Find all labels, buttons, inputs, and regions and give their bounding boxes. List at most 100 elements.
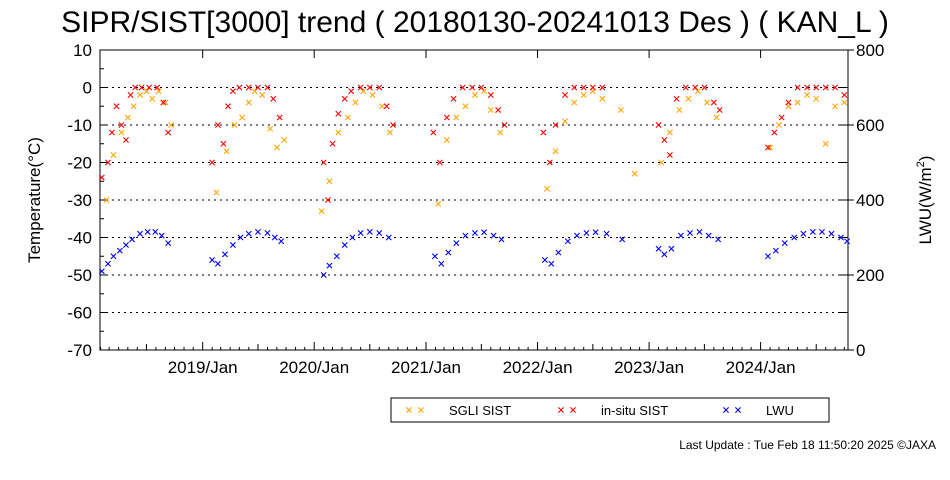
in-situ-sist-point [589,84,596,91]
lwu-point [668,245,675,252]
in-situ-sist-point [264,84,271,91]
lwu-point [603,230,610,237]
in-situ-sist-point [132,84,139,91]
legend-marker [418,407,424,413]
sgli-sist-point [666,129,673,136]
sgli-sist-point [617,107,624,113]
in-situ-sist-point [673,95,680,102]
lwu-point [490,232,497,239]
lwu-point [264,230,271,236]
in-situ-sist-point [710,99,717,106]
in-situ-sist-point [443,114,450,121]
sgli-sist-point [832,103,839,110]
in-situ-sist-point [552,122,559,128]
lwu-point [844,238,851,245]
in-situ-sist-point [104,159,111,166]
in-situ-sist-point [341,95,348,102]
in-situ-sist-point [122,137,129,143]
y2-tick-label: 0 [856,341,865,360]
in-situ-sist-point [245,84,252,91]
sgli-sist-point [267,125,274,132]
sgli-sist-point [544,185,551,192]
sgli-sist-point [822,140,829,147]
lwu-point [592,229,599,236]
in-situ-sist-point [430,129,437,136]
lwu-point [800,230,807,237]
y2-tick-label: 600 [856,116,884,135]
in-situ-sist-point [655,122,662,128]
in-situ-sist-point [436,159,443,166]
in-situ-sist-point [225,103,232,110]
sgli-sist-point [471,92,478,98]
in-situ-sist-point [229,88,236,95]
in-situ-sist-point [450,95,457,102]
sgli-sist-point [685,95,692,102]
last-update-footer: Last Update : Tue Feb 18 11:50:20 2025 ©… [679,438,936,452]
lwu-point [376,230,383,236]
in-situ-sist-point [771,129,778,136]
lwu-point [229,242,236,248]
in-situ-sist-point [113,103,120,110]
in-situ-sist-point [459,84,466,91]
sgli-sist-point [155,88,162,95]
lwu-point [438,260,445,267]
lwu-point [462,232,469,239]
in-situ-sist-point [138,84,145,91]
sgli-sist-point [318,208,325,215]
lwu-point [541,257,548,263]
lwu-point [165,240,172,247]
y-tick-label: -60 [67,304,92,323]
y2-axis-label-end: ) [916,156,935,162]
sgli-sist-point [704,99,711,106]
sgli-sist-point [360,88,367,95]
in-situ-sist-point [778,114,785,121]
lwu-point [237,234,244,241]
lwu-point [122,242,129,248]
y-tick-label: 10 [73,41,92,60]
lwu-point [320,272,327,278]
lwu-point [116,247,123,254]
y2-axis-label-main: LWU(W/m [916,167,935,244]
in-situ-sist-point [209,159,216,166]
sgli-sist-point [552,148,559,155]
in-situ-sist-point [501,122,508,128]
in-situ-sist-point [804,84,811,91]
lwu-point [583,230,590,236]
legend-marker [735,407,741,413]
lwu-point [326,262,333,269]
lwu-point [573,232,580,239]
lwu-point [385,234,392,241]
lwu-point [349,234,356,241]
in-situ-sist-point [716,107,723,113]
in-situ-sist-point [220,140,227,147]
lwu-point [366,228,373,235]
sgli-sist-point [149,95,156,102]
lwu-point [619,236,626,243]
legend-marker [558,407,564,413]
in-situ-sist-point [118,122,125,128]
lwu-point [715,236,722,243]
sgli-sist-point [813,95,820,102]
lwu-point [158,232,165,239]
sgli-sist-point [143,88,150,95]
y-tick-label: -50 [67,266,92,285]
sgli-sist-point [110,152,117,158]
lwu-point [137,230,144,237]
in-situ-sist-point [580,84,587,91]
sgli-sist-point [369,92,376,98]
sgli-sist-point [599,95,606,102]
sgli-sist-point [658,159,665,166]
sgli-sist-point [580,92,587,98]
lwu-point [548,260,555,267]
sgli-sist-point [571,99,578,106]
in-situ-sist-point [127,92,134,98]
y2-axis-label: LWU(W/m2) [915,156,935,245]
y2-axis-label-sup: 2 [915,161,927,167]
y-tick-label: -10 [67,116,92,135]
x-tick-label: 2019/Jan [168,358,238,377]
in-situ-sist-point [822,84,829,91]
sgli-sist-point [239,114,246,121]
lwu-point [110,253,117,260]
lwu-point [564,238,571,245]
